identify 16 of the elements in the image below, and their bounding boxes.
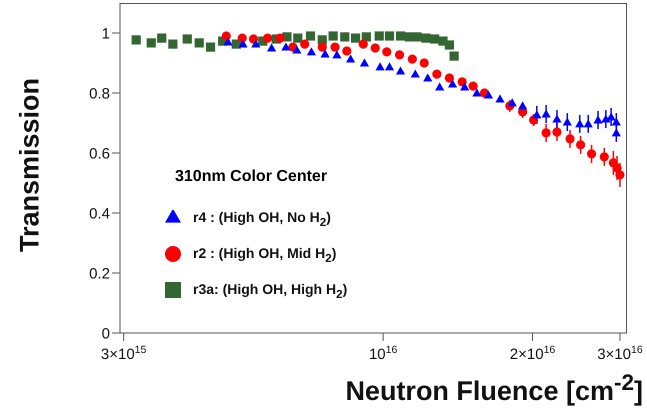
- legend-title: 310nm Color Center: [175, 168, 328, 186]
- y-tick-label: 1: [102, 25, 110, 42]
- x-tick-label: 3×10$^{16}$: [597, 344, 643, 363]
- y-tick-label: 0.6: [89, 145, 110, 162]
- legend-label: r3a: (High OH, High H$_{2}$): [193, 280, 348, 300]
- x-tick-label: 2×10$^{16}$: [510, 344, 556, 363]
- y-axis-title: Transmission: [14, 78, 46, 252]
- x-tick-label: 10$^{16}$: [368, 344, 398, 363]
- y-tick-label: 0: [102, 325, 110, 342]
- legend-label: r2 : (High OH, Mid H$_{2}$): [193, 244, 336, 265]
- y-tick-label: 0.8: [89, 85, 110, 102]
- legend-label: r4 : (High OH, No H$_{2}$): [193, 209, 331, 229]
- y-tick-label: 0.2: [89, 265, 110, 282]
- y-tick-label: 0.4: [89, 205, 110, 222]
- x-axis-title: Neutron Fluence [cm$^{-2}$]: [345, 370, 643, 407]
- x-tick-label: 3×10$^{15}$: [100, 344, 147, 363]
